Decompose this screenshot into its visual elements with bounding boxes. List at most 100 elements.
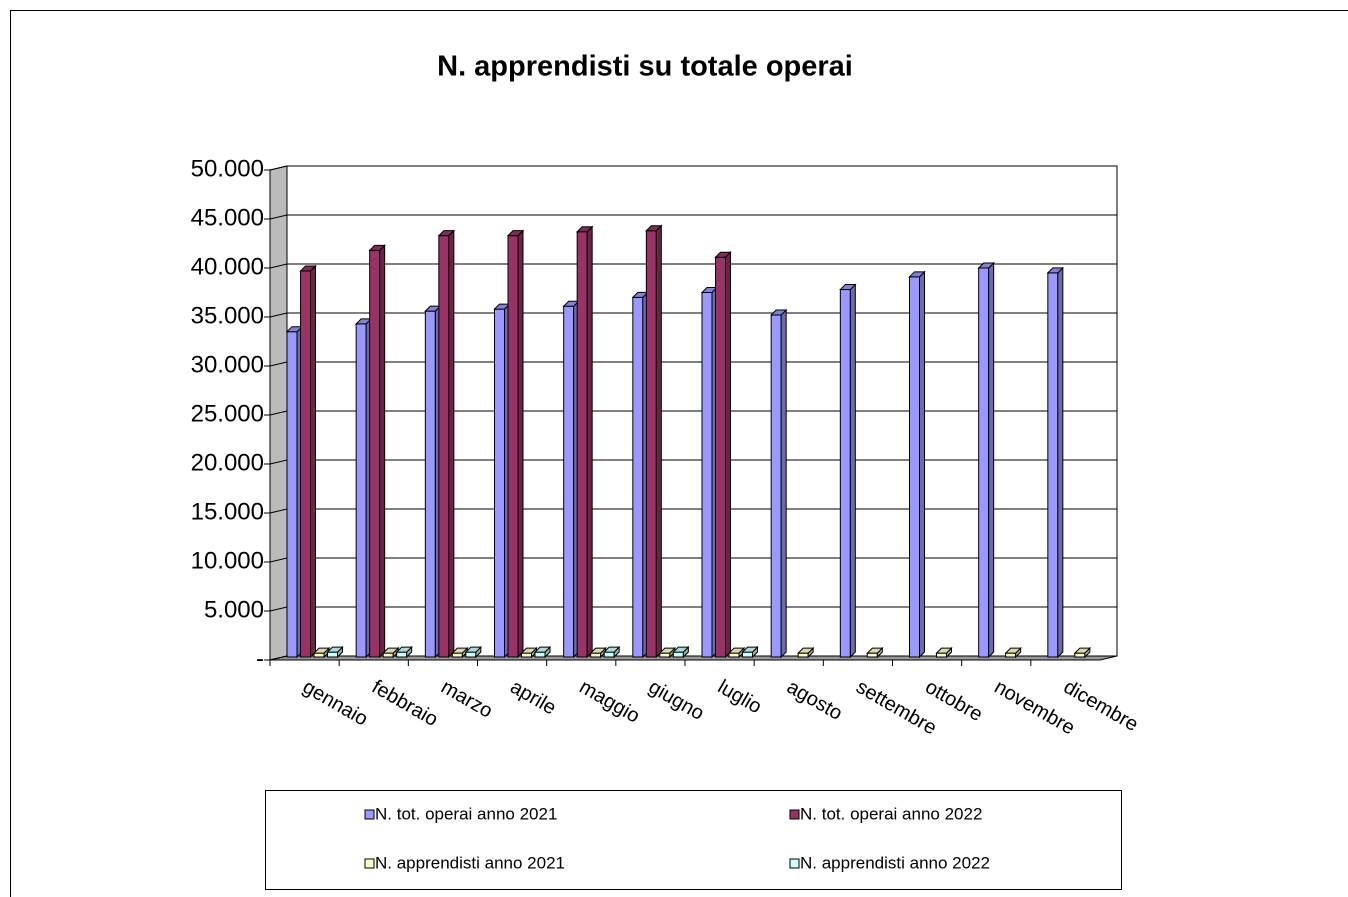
bar-side — [655, 224, 662, 659]
bar-top — [769, 309, 788, 316]
bar-front — [494, 308, 505, 658]
y-tick-label: 25.000 — [191, 400, 264, 427]
legend-label: N. tot. operai anno 2022 — [800, 804, 982, 823]
bar-side — [586, 225, 593, 659]
bar-front — [797, 652, 809, 658]
bar-front — [728, 652, 740, 658]
bar-top — [506, 230, 525, 237]
y-tick-label: - — [256, 645, 264, 672]
bar-top — [672, 646, 690, 653]
bar-front — [451, 652, 463, 658]
bar-front — [507, 235, 519, 658]
bar — [769, 308, 788, 659]
bar — [796, 646, 815, 659]
bar-top — [839, 284, 857, 291]
bar-side — [1057, 266, 1064, 659]
chart-frame — [10, 10, 1348, 897]
bar-front — [978, 267, 990, 658]
bar — [672, 645, 690, 659]
bar-front — [936, 652, 947, 658]
bar — [602, 645, 621, 659]
bar-top — [866, 647, 884, 654]
bar-front — [603, 651, 615, 658]
bar-side — [849, 283, 856, 659]
bar — [299, 264, 317, 659]
y-tick-label: 10.000 — [191, 547, 264, 574]
bar-top — [589, 647, 607, 654]
bar-top — [326, 646, 344, 653]
bar-top — [908, 271, 926, 278]
bar-top — [395, 646, 413, 653]
bar — [285, 325, 304, 659]
legend-label: N. apprendisti anno 2021 — [375, 853, 565, 872]
bar — [506, 229, 525, 659]
bar — [326, 645, 344, 659]
bar-side — [988, 261, 995, 659]
bar — [908, 270, 926, 659]
bar-front — [576, 231, 588, 658]
bar — [741, 645, 759, 659]
bar-front — [672, 651, 684, 658]
grid-line — [269, 263, 1117, 269]
bar-top — [381, 647, 400, 654]
bar-top — [312, 647, 331, 654]
bar-front — [521, 652, 532, 658]
legend — [265, 790, 1122, 890]
legend-swatch — [789, 858, 800, 869]
bar-front — [632, 296, 644, 658]
bar-front — [534, 651, 546, 658]
bar — [424, 304, 442, 659]
bar — [368, 244, 386, 659]
bar-top — [1046, 267, 1065, 274]
bar — [575, 225, 594, 659]
bar-side — [725, 251, 731, 659]
bar — [464, 645, 483, 659]
grid-line — [269, 214, 1117, 220]
legend-swatch — [364, 858, 375, 869]
legend-label: N. tot. operai anno 2021 — [375, 804, 557, 823]
bar-top — [977, 262, 995, 269]
bar — [1004, 646, 1022, 659]
bar-front — [659, 652, 671, 658]
y-tick-label: 35.000 — [191, 302, 264, 329]
y-tick-label: 15.000 — [191, 498, 264, 525]
bar — [451, 646, 469, 659]
bar — [977, 261, 995, 659]
bar-front — [465, 651, 477, 658]
bar — [839, 283, 857, 659]
bar-front — [286, 331, 298, 658]
bar-top — [741, 646, 759, 653]
bar-front — [1005, 652, 1017, 658]
bar-front — [369, 249, 381, 658]
bar-top — [714, 251, 732, 258]
bar — [866, 646, 884, 659]
bar-front — [770, 314, 782, 658]
bar-top — [437, 230, 456, 237]
bar-top — [520, 647, 538, 654]
bar-top — [575, 226, 594, 233]
bar — [700, 286, 719, 659]
bar-side — [379, 244, 386, 659]
bar-top — [727, 647, 746, 654]
bar — [714, 251, 732, 659]
bar-side — [517, 229, 524, 659]
bar-top — [645, 225, 663, 232]
bar — [395, 645, 413, 659]
bar — [1046, 266, 1065, 659]
y-tick-label: 40.000 — [191, 253, 264, 280]
bar-side — [780, 308, 787, 659]
bar — [381, 646, 400, 659]
bar-front — [866, 652, 878, 658]
bar-front — [909, 276, 920, 658]
bar — [437, 229, 456, 659]
bar-top — [796, 647, 815, 654]
bar — [354, 317, 373, 659]
bar-front — [701, 292, 713, 658]
bar-top — [935, 647, 953, 654]
y-tick-label: 20.000 — [191, 449, 264, 476]
bar-front — [300, 270, 311, 658]
bar — [312, 646, 331, 659]
bar — [493, 302, 511, 659]
bar-top — [451, 647, 469, 654]
